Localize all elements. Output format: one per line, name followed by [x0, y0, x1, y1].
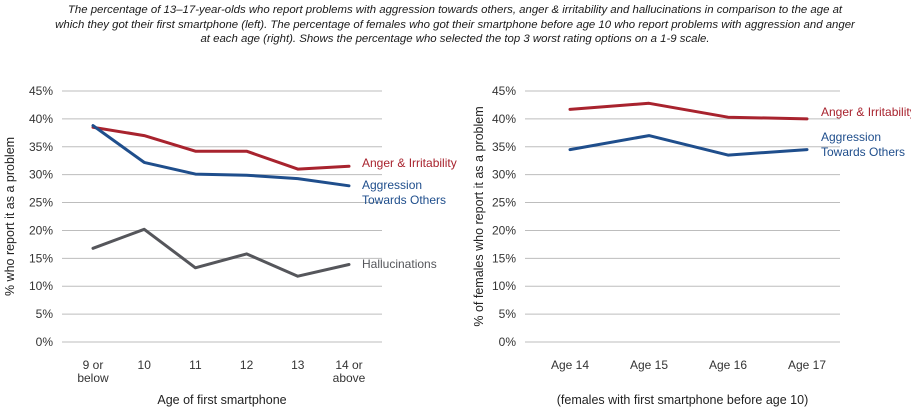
chart-1: 0% 5% 10% 15% 20% 25% 30% 35% 40% 45% 9 or below 10 1…: [3, 84, 457, 407]
y-axis-title: % of females who report it as a problem: [472, 106, 486, 326]
x-tick-label: 13: [291, 358, 305, 372]
y-tick-label: 45%: [29, 84, 53, 98]
x-axis-title: (females with first smartphone before ag…: [557, 393, 809, 407]
y-tick-label: 20%: [492, 223, 516, 237]
y-tick-label: 5%: [499, 307, 517, 321]
chart-2: 0% 5% 10% 15% 20% 25% 30% 35% 40% 45% Age 14 Age 15…: [472, 84, 911, 407]
y-tick-label: 0%: [36, 335, 54, 349]
x-tick-label: 10: [138, 358, 152, 372]
y-tick-label: 15%: [29, 251, 53, 265]
y-axis-title: % who report it as a problem: [3, 137, 17, 296]
y-tick-label: 40%: [492, 112, 516, 126]
y-tick-label: 25%: [29, 196, 53, 210]
y-tick-label: 30%: [29, 168, 53, 182]
series-line-aggression-towards-others: [568, 134, 809, 157]
y-tick-label: 10%: [29, 279, 53, 293]
x-tick-label: Age 17: [788, 358, 826, 372]
y-tick-label: 10%: [492, 279, 516, 293]
x-axis-title: Age of first smartphone: [157, 393, 286, 407]
series-line-aggression-towards-others: [91, 124, 351, 188]
series-line-anger-irritability: [91, 125, 351, 171]
series-label-aggression-towards-others: Aggression Towards Others: [821, 130, 905, 159]
y-tick-label: 0%: [499, 335, 517, 349]
series-line-anger-irritability: [568, 101, 809, 121]
y-tick-label: 15%: [492, 251, 516, 265]
y-tick-label: 5%: [36, 307, 54, 321]
x-tick-label: 14 or above: [333, 358, 366, 385]
series-line-hallucinations: [91, 227, 351, 278]
series-label-anger-irritability: Anger & Irritability: [821, 105, 911, 119]
chart-caption: The percentage of 13–17-year-olds who re…: [55, 4, 855, 46]
y-tick-label: 35%: [492, 140, 516, 154]
y-tick-label: 40%: [29, 112, 53, 126]
x-tick-label: Age 15: [630, 358, 668, 372]
x-tick-label: 11: [189, 358, 202, 372]
y-tick-label: 45%: [492, 84, 516, 98]
x-tick-label: 9 or below: [77, 358, 109, 385]
series-label-anger-irritability: Anger & Irritability: [362, 156, 457, 170]
y-tick-label: 25%: [492, 196, 516, 210]
x-tick-label: Age 16: [709, 358, 747, 372]
y-tick-label: 20%: [29, 223, 53, 237]
y-tick-label: 35%: [29, 140, 53, 154]
series-label-hallucinations: Hallucinations: [362, 257, 437, 271]
x-tick-label: 12: [240, 358, 254, 372]
series-label-aggression-towards-others: Aggression Towards Others: [362, 178, 446, 207]
x-tick-label: Age 14: [551, 358, 589, 372]
y-tick-label: 30%: [492, 168, 516, 182]
